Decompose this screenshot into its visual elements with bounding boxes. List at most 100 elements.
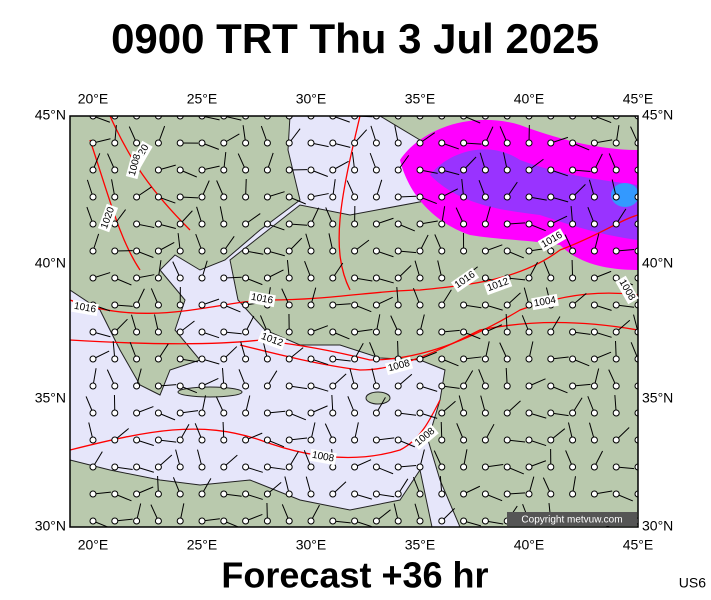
barb-station — [263, 382, 271, 390]
barb-station — [590, 301, 598, 309]
barb-station — [394, 463, 402, 471]
map-area — [70, 116, 638, 527]
lon-label-bottom: 40°E — [514, 537, 545, 553]
barb-staff — [266, 116, 268, 117]
barb-station — [242, 274, 250, 282]
barb-station — [569, 247, 577, 255]
isobar-label-group: 1008 — [309, 448, 337, 466]
barb-station — [89, 247, 97, 255]
barb-station — [329, 328, 337, 336]
barb-station — [89, 166, 97, 174]
barb-station — [242, 436, 250, 444]
barb-station — [612, 220, 620, 228]
lon-label-bottom: 45°E — [623, 537, 654, 553]
barb-station — [329, 436, 337, 444]
barb-station — [569, 490, 577, 498]
barb-station — [481, 355, 489, 363]
barb-station — [525, 166, 533, 174]
barb-station — [220, 355, 228, 363]
barb-station — [111, 490, 119, 498]
barb-station — [89, 409, 97, 417]
barb-station — [525, 193, 533, 201]
barb-station — [438, 247, 446, 255]
barb-station — [176, 220, 184, 228]
barb-station — [133, 274, 141, 282]
barb-station — [438, 139, 446, 147]
barb-station — [329, 274, 337, 282]
barb-station — [416, 355, 424, 363]
barb-station — [525, 490, 533, 498]
barb-station — [438, 301, 446, 309]
barb-station — [481, 409, 489, 417]
barb-station — [372, 409, 380, 417]
barb-station — [329, 409, 337, 417]
barb-station — [394, 301, 402, 309]
barb-station — [503, 382, 511, 390]
barb-station — [111, 517, 119, 525]
barb-station — [198, 409, 206, 417]
barb-station — [176, 463, 184, 471]
isobar-label-group: 1008 — [125, 150, 145, 180]
barb-station — [285, 220, 293, 228]
barb-station — [525, 436, 533, 444]
barb-station — [198, 247, 206, 255]
barb-station — [176, 247, 184, 255]
barb-station — [220, 301, 228, 309]
barb-station — [154, 355, 162, 363]
barb-station — [89, 382, 97, 390]
barb-station — [438, 193, 446, 201]
barb-station — [372, 490, 380, 498]
barb-station — [481, 220, 489, 228]
barb-station — [372, 193, 380, 201]
lat-label-right: 35°N — [642, 390, 673, 406]
barb-station — [394, 247, 402, 255]
lat-label-right: 45°N — [642, 107, 673, 123]
barb-station — [307, 139, 315, 147]
barb-station — [503, 220, 511, 228]
isobar-label-group: 1016 — [71, 299, 99, 317]
barb-station — [460, 166, 468, 174]
barb-station — [285, 274, 293, 282]
barb-station — [372, 220, 380, 228]
barb-station — [372, 274, 380, 282]
barb-station — [198, 139, 206, 147]
barb-station — [285, 463, 293, 471]
barb-station — [351, 220, 359, 228]
barb-station — [285, 517, 293, 525]
barb-station — [220, 220, 228, 228]
barb-station — [351, 247, 359, 255]
barb-station — [438, 517, 446, 525]
barb-station — [351, 274, 359, 282]
barb-station — [525, 382, 533, 390]
barb-station — [547, 274, 555, 282]
barb-staff — [616, 116, 618, 117]
barb-station — [394, 139, 402, 147]
barb-station — [372, 517, 380, 525]
barb-staff — [637, 493, 638, 494]
barb-station — [285, 139, 293, 147]
barb-station — [481, 436, 489, 444]
barb-station — [547, 355, 555, 363]
barb-station — [198, 274, 206, 282]
barb-station — [590, 409, 598, 417]
barb-station — [154, 463, 162, 471]
barb-station — [285, 247, 293, 255]
barb-station — [307, 301, 315, 309]
barb-station — [89, 193, 97, 201]
barb-station — [111, 139, 119, 147]
barb-station — [198, 490, 206, 498]
barb-station — [133, 490, 141, 498]
barb-station — [176, 409, 184, 417]
barb-station — [525, 220, 533, 228]
barb-station — [89, 463, 97, 471]
barb-station — [590, 355, 598, 363]
barb-station — [242, 490, 250, 498]
barb-station — [525, 355, 533, 363]
barb-station — [263, 166, 271, 174]
barb-station — [481, 382, 489, 390]
barb-station — [460, 490, 468, 498]
barb-station — [525, 139, 533, 147]
barb-station — [481, 193, 489, 201]
barb-station — [351, 382, 359, 390]
barb-station — [481, 517, 489, 525]
